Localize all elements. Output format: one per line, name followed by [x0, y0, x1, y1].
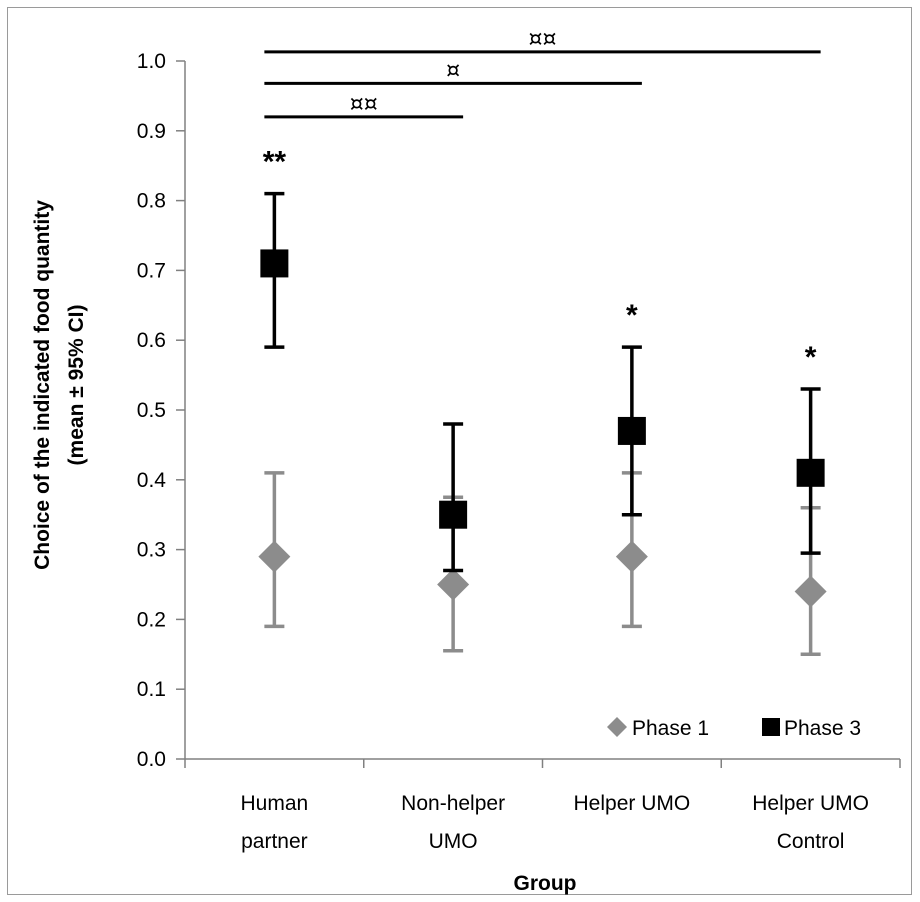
y-tick-label: 0.5: [137, 399, 166, 422]
significance-bracket-label: ¤: [446, 58, 460, 83]
y-tick-label: 0.0: [137, 748, 166, 771]
significance-marker: *: [626, 299, 638, 332]
y-tick-label: 0.6: [137, 329, 166, 352]
legend-phase3-marker: [762, 718, 780, 736]
y-axis-title-line2: (mean ± 95% CI): [65, 305, 88, 466]
y-tick-label: 0.3: [137, 539, 166, 562]
y-ticks: 0.0 0.1 0.2 0.3 0.4 0.5 0.6 0.7 0.8 0.9 1.0: [137, 50, 185, 771]
chart-frame: [7, 7, 912, 895]
significance-marker: **: [263, 146, 287, 179]
x-category-label-line2: partner: [241, 830, 308, 853]
legend: Phase 1 Phase 3: [607, 717, 861, 740]
data-point-diamond: [258, 540, 291, 573]
x-category-label-line1: Helper UMO: [752, 792, 869, 815]
y-tick-label: 1.0: [137, 50, 166, 73]
significance-bracket-label: ¤¤: [529, 27, 557, 52]
y-tick-label: 0.2: [137, 608, 166, 631]
y-axis-title-line1: Choice of the indicated food quantity: [31, 200, 54, 570]
series: [258, 191, 827, 657]
data-point-square: [260, 249, 289, 278]
y-tick-label: 0.1: [137, 678, 166, 701]
y-tick-label: 0.8: [137, 190, 166, 213]
axes: [184, 61, 900, 760]
data-point-square: [617, 416, 646, 445]
data-point-square: [796, 458, 825, 487]
data-point-square: [439, 500, 468, 529]
y-tick-label: 0.7: [137, 259, 166, 282]
data-point-diamond: [615, 540, 648, 573]
legend-phase3-label: Phase 3: [784, 717, 861, 740]
x-ticks: Human partner Non-helper UMO Helper UMO Helpe…: [184, 759, 901, 853]
data-point-diamond: [437, 568, 470, 601]
legend-phase1-label: Phase 1: [632, 717, 709, 740]
significance-markers: ****: [263, 146, 817, 374]
y-tick-label: 0.9: [137, 120, 166, 143]
data-point-diamond: [794, 575, 827, 608]
x-category-label-line1: Human: [241, 792, 309, 815]
y-tick-label: 0.4: [137, 469, 167, 492]
x-axis-title: Group: [514, 872, 577, 895]
series-phase-1: [258, 471, 827, 657]
x-category-label-line1: Non-helper: [401, 792, 505, 815]
x-category-label-line2: Control: [777, 830, 845, 853]
x-category-label-line2: UMO: [429, 830, 478, 853]
significance-brackets: ¤¤¤¤¤: [264, 27, 821, 119]
significance-bracket-label: ¤¤: [350, 92, 378, 117]
x-category-label-line1: Helper UMO: [574, 792, 691, 815]
series-phase-3: [260, 191, 825, 573]
significance-marker: *: [805, 341, 817, 374]
legend-phase1-marker: [607, 717, 627, 737]
